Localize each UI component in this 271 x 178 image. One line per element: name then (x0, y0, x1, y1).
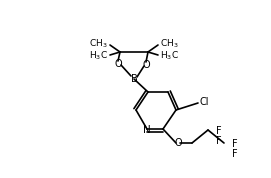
Text: O: O (114, 59, 122, 69)
Text: O: O (142, 60, 150, 70)
Text: O: O (174, 138, 182, 148)
Text: CH$_3$: CH$_3$ (160, 38, 179, 50)
Text: F: F (216, 126, 222, 136)
Text: F: F (232, 149, 238, 159)
Text: CH$_3$: CH$_3$ (89, 38, 108, 50)
Text: H$_3$C: H$_3$C (160, 50, 179, 62)
Text: H$_3$C: H$_3$C (89, 50, 108, 62)
Text: N: N (143, 125, 151, 135)
Text: F: F (216, 136, 222, 146)
Text: Cl: Cl (200, 97, 209, 107)
Text: F: F (232, 139, 238, 149)
Text: B: B (131, 74, 137, 84)
